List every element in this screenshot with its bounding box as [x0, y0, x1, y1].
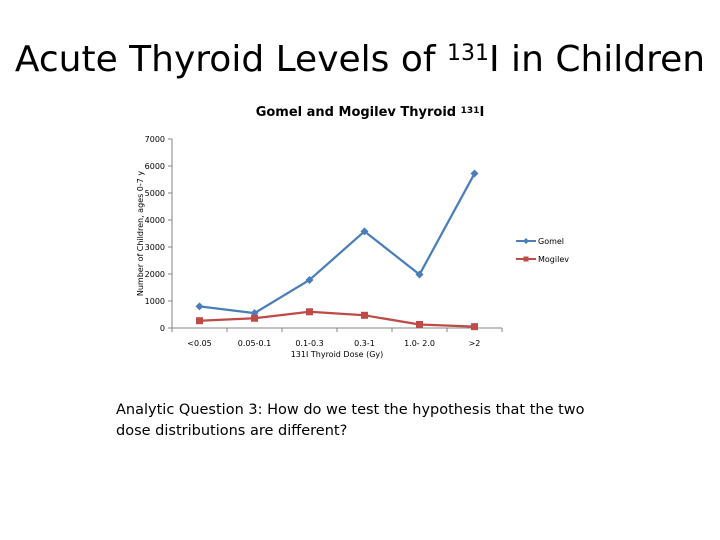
data-point-gomel	[305, 275, 314, 284]
y-tick-label: 2000	[145, 270, 165, 279]
x-tick-label: 0.1-0.3	[295, 339, 323, 348]
chart-title-superscript: 131	[460, 106, 480, 116]
y-tick-label: 6000	[145, 162, 165, 171]
slide-title-superscript: 131	[447, 41, 489, 66]
y-tick-label: 7000	[145, 135, 165, 144]
data-point-mogilev	[251, 314, 258, 322]
data-point-mogilev	[416, 320, 423, 328]
data-point-mogilev	[361, 311, 368, 319]
chart-title-end: I	[479, 105, 485, 120]
legend-marker-mogilev	[523, 256, 529, 262]
y-tick-label: 5000	[145, 189, 165, 198]
series-line-gomel	[199, 173, 476, 315]
data-point-mogilev	[471, 323, 478, 331]
x-tick-label: 0.05-0.1	[238, 339, 271, 348]
y-tick-label: 0	[160, 324, 165, 333]
data-point-gomel	[195, 302, 204, 311]
data-point-mogilev	[306, 308, 313, 316]
slide-title-end: I in Children	[489, 39, 706, 80]
y-axis-title: Number of Children, ages 0-7 y	[136, 171, 145, 297]
slide-title-main: Acute Thyroid Levels of	[14, 39, 447, 80]
x-axis-title: 131I Thyroid Dose (Gy)	[291, 350, 384, 359]
x-tick-label: 1.0- 2.0	[404, 339, 435, 348]
series-line-mogilev	[199, 310, 475, 328]
legend-marker-gomel	[523, 238, 529, 244]
data-point-mogilev	[196, 317, 203, 325]
slide-title: Acute Thyroid Levels of 131I in Children	[0, 38, 720, 82]
legend-label-mogilev: Mogilev	[538, 255, 569, 264]
chart-title: Gomel and Mogilev Thyroid 131I	[200, 104, 540, 122]
x-tick-label: 0.3-1	[354, 339, 375, 348]
x-tick-label: >2	[469, 339, 481, 348]
chart-title-main: Gomel and Mogilev Thyroid	[255, 105, 461, 120]
x-tick-label: <0.05	[187, 339, 212, 348]
data-point-gomel	[360, 227, 369, 236]
analytic-question: Analytic Question 3: How do we test the …	[116, 402, 585, 439]
y-tick-label: 1000	[145, 297, 165, 306]
y-tick-label: 4000	[145, 216, 165, 225]
y-tick-label: 3000	[145, 243, 165, 252]
legend-label-gomel: Gomel	[538, 237, 564, 246]
data-point-gomel	[470, 169, 479, 178]
data-point-gomel	[415, 270, 424, 279]
